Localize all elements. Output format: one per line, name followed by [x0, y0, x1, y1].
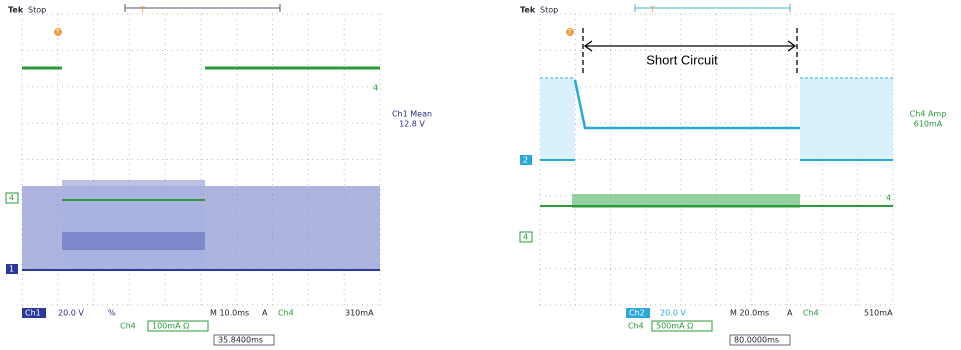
- cursor-time: 35.8400ms: [218, 336, 263, 345]
- screenshot: Tek Stop T T 1 4 4 Ch1 Mean 12.8 V Ch1 2…: [0, 0, 961, 350]
- ch4-marker-label: 4: [523, 233, 528, 242]
- ch4-right-marker: 4: [886, 194, 891, 203]
- brand: Tek: [8, 6, 24, 15]
- record-bar: [125, 4, 280, 12]
- ch2-envelope: [800, 78, 893, 160]
- readout-value: 12.8 V: [399, 120, 425, 129]
- ch2-trace: [575, 80, 800, 128]
- trigger-mode: A: [787, 309, 793, 318]
- ch2-envelope: [540, 78, 575, 160]
- ch4-scale: 500mA Ω: [656, 322, 693, 331]
- ch1-badge: Ch1: [25, 309, 41, 318]
- trigger-source: Ch4: [803, 309, 819, 318]
- status: Stop: [28, 6, 46, 15]
- readout-value: 610mA: [914, 120, 943, 129]
- trigger-level: 310mA: [345, 309, 374, 318]
- right-scope: Tek Stop T T 2 4 4 Short Circuit Ch4 Amp…: [520, 4, 946, 345]
- ch4-scale: 100mA Ω: [152, 322, 189, 331]
- brand: Tek: [520, 6, 536, 15]
- readout-label: Ch4 Amp: [910, 110, 947, 119]
- ch1-dense: [62, 232, 205, 250]
- trigger-source: Ch4: [278, 309, 294, 318]
- timebase: M 20.0ms: [730, 309, 769, 318]
- status: Stop: [540, 6, 558, 15]
- trigger-marker-label: T: [55, 29, 60, 36]
- ch2-badge: Ch2: [629, 309, 645, 318]
- ch1-noise: [62, 180, 205, 270]
- trigger-marker-label: T: [567, 29, 572, 36]
- ch2-scale: 20.0 V: [660, 309, 686, 318]
- cursor-time: 80.0000ms: [734, 336, 779, 345]
- ch4-label: Ch4: [628, 322, 644, 331]
- trigger-pos: T: [139, 6, 145, 15]
- annotation: Short Circuit: [646, 52, 718, 67]
- timebase: M 10.0ms: [210, 309, 249, 318]
- trigger-level: 510mA: [864, 309, 893, 318]
- ch1-scale: 20.0 V: [58, 309, 84, 318]
- ch1-marker-label: 1: [9, 265, 14, 274]
- left-scope: Tek Stop T T 1 4 4 Ch1 Mean 12.8 V Ch1 2…: [6, 4, 432, 345]
- record-bar: [635, 4, 790, 12]
- annotation-arrow: [585, 41, 795, 51]
- ch4-right-marker: 4: [373, 84, 378, 93]
- ch4-marker-label: 4: [9, 194, 14, 203]
- readout-label: Ch1 Mean: [392, 110, 432, 119]
- trigger-mode: A: [262, 309, 268, 318]
- ch4-label: Ch4: [120, 322, 136, 331]
- ch1-coupling: %: [108, 309, 116, 318]
- trigger-pos: T: [649, 6, 655, 15]
- ch2-marker-label: 2: [523, 156, 528, 165]
